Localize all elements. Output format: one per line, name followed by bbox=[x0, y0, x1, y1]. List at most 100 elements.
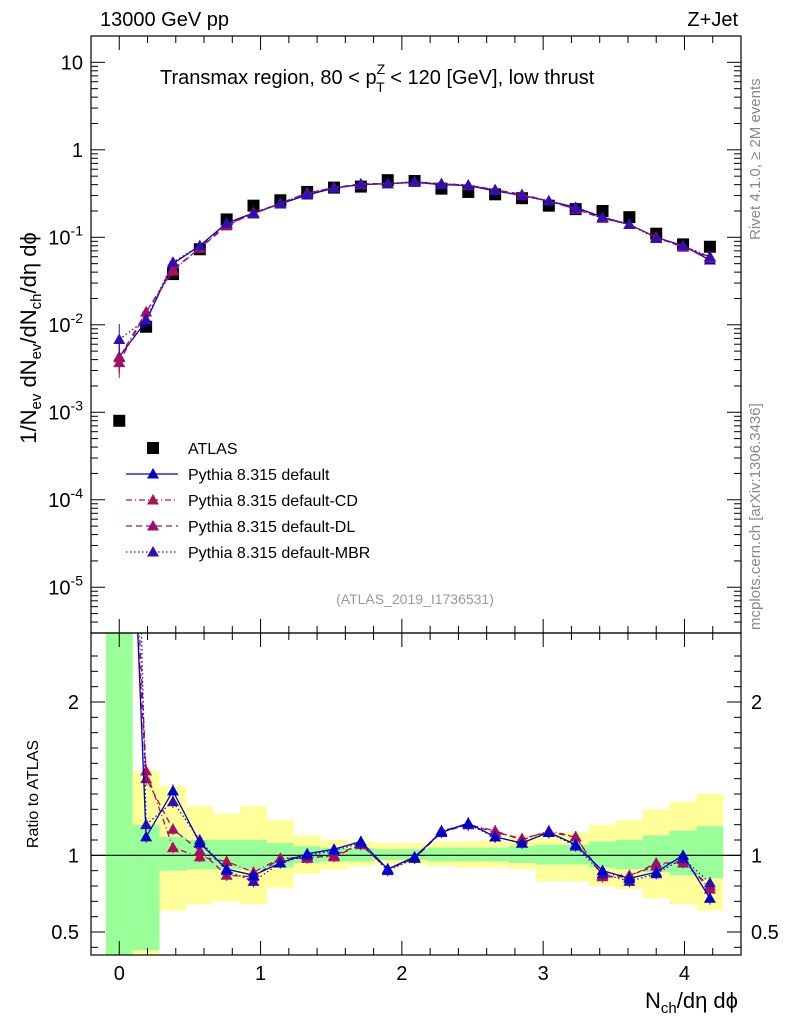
x-tick-label: 2 bbox=[396, 963, 407, 985]
ratio-data-point bbox=[354, 835, 367, 847]
ratio-data-point bbox=[113, 297, 125, 308]
ratio-plot-frame bbox=[90, 632, 742, 956]
mc-data-point bbox=[140, 306, 153, 317]
ratio-series-line bbox=[137, 633, 711, 899]
legend-marker bbox=[147, 520, 159, 531]
ratio-data-point bbox=[408, 850, 421, 862]
ratio-data-point bbox=[140, 772, 153, 784]
ratio-data-point bbox=[274, 857, 287, 868]
mc-data-point bbox=[113, 333, 126, 344]
ratio-data-point bbox=[435, 826, 448, 837]
ratio-data-point bbox=[650, 866, 663, 877]
ratio-data-point bbox=[166, 823, 179, 834]
ratio-data-point bbox=[569, 838, 582, 850]
ratio-data-point bbox=[650, 857, 663, 868]
ratio-data-point bbox=[166, 784, 179, 796]
mc-data-point bbox=[381, 177, 394, 189]
mc-data-point bbox=[462, 179, 475, 190]
mc-data-point bbox=[247, 207, 260, 219]
ratio-data-point bbox=[703, 876, 716, 888]
ratio-band-green bbox=[132, 824, 160, 951]
mc-data-point bbox=[435, 177, 448, 189]
mc-series-line bbox=[118, 181, 711, 359]
ratio-band-green bbox=[589, 841, 616, 868]
ratio-data-point bbox=[703, 892, 716, 903]
y-tick-label: 10-5 bbox=[48, 572, 83, 599]
legend-marker-atlas bbox=[147, 442, 159, 454]
mcplots-reference-label: mcplots.cern.ch [arXiv:1306.3436] bbox=[747, 403, 764, 630]
mc-data-point bbox=[542, 195, 555, 206]
mc-data-point bbox=[166, 263, 179, 274]
legend-label: Pythia 8.315 default-CD bbox=[188, 493, 358, 510]
mc-data-point bbox=[193, 239, 206, 251]
legend-marker bbox=[147, 546, 159, 557]
y-tick-label: 10 bbox=[61, 52, 83, 74]
x-axis-label: Nch/dη dϕ bbox=[645, 988, 738, 1017]
ratio-band-green bbox=[696, 826, 724, 879]
ratio-band-green bbox=[508, 846, 536, 863]
ratio-band-green bbox=[105, 633, 133, 955]
atlas-data-point bbox=[247, 199, 260, 212]
process-label: Z+Jet bbox=[687, 9, 738, 31]
ratio-y-tick-label: 2 bbox=[68, 692, 79, 714]
ratio-data-point bbox=[623, 872, 636, 883]
legend-label: Pythia 8.315 default-DL bbox=[188, 519, 355, 536]
legend-marker bbox=[147, 494, 159, 505]
mc-data-point bbox=[301, 188, 314, 199]
mc-data-point bbox=[113, 356, 126, 368]
ratio-data-point bbox=[677, 849, 690, 860]
ratio-data-point bbox=[247, 869, 260, 880]
ratio-data-point bbox=[113, 175, 125, 186]
atlas-data-point bbox=[623, 211, 636, 224]
ratio-band-green bbox=[535, 844, 563, 865]
legend-label: ATLAS bbox=[188, 441, 238, 458]
legend-label: Pythia 8.315 default-MBR bbox=[188, 545, 370, 562]
mc-data-point bbox=[220, 217, 233, 228]
mc-data-point bbox=[596, 211, 609, 222]
ratio-band-green bbox=[481, 847, 509, 862]
y-tick-label: 10-4 bbox=[48, 485, 83, 512]
atlas-data-point bbox=[596, 204, 609, 217]
ratio-data-point bbox=[193, 844, 206, 856]
mc-series-line bbox=[118, 181, 711, 340]
x-tick-label: 3 bbox=[538, 963, 549, 985]
analysis-watermark: (ATLAS_2019_I1736531) bbox=[336, 591, 494, 607]
ratio-data-point bbox=[220, 863, 233, 874]
ratio-data-point bbox=[328, 843, 341, 854]
y-tick-label: 10-1 bbox=[48, 222, 83, 249]
ratio-data-point bbox=[542, 826, 555, 837]
mc-data-point bbox=[677, 239, 690, 251]
ratio-y-tick-label: 0.5 bbox=[51, 922, 79, 944]
ratio-y-tick-label-right: 0.5 bbox=[751, 922, 779, 944]
ratio-data-point bbox=[166, 795, 179, 807]
ratio-data-point bbox=[140, 830, 153, 842]
x-tick-label: 4 bbox=[679, 963, 690, 985]
ratio-y-tick-label-right: 2 bbox=[751, 692, 762, 714]
ratio-data-point bbox=[301, 847, 314, 859]
mc-data-point bbox=[166, 256, 179, 267]
atlas-data-point bbox=[703, 240, 716, 253]
legend-label: Pythia 8.315 default bbox=[188, 467, 330, 484]
y-tick-label: 1 bbox=[72, 140, 83, 162]
ratio-band-green bbox=[374, 849, 402, 860]
main-plot-frame bbox=[90, 35, 742, 634]
ratio-data-point bbox=[381, 863, 394, 874]
x-tick-label: 1 bbox=[255, 963, 266, 985]
ratio-y-tick-label: 1 bbox=[68, 845, 79, 867]
y-tick-label: 10-3 bbox=[48, 397, 83, 424]
mc-data-point bbox=[569, 202, 582, 213]
ratio-data-point bbox=[166, 841, 179, 853]
plot-title: Transmax region, 80 < pZ T < 120 [GeV], l… bbox=[160, 61, 595, 95]
mc-data-point bbox=[623, 218, 636, 230]
mc-data-point bbox=[274, 197, 287, 208]
rivet-version-label: Rivet 4.1.0, ≥ 2M events bbox=[747, 78, 764, 240]
ratio-band-green bbox=[428, 847, 455, 862]
ratio-data-point bbox=[462, 817, 475, 828]
energy-label: 13000 GeV pp bbox=[100, 9, 229, 31]
legend: ATLAS Pythia 8.315 default Pythia 8.315 de… bbox=[126, 441, 370, 562]
ratio-data-point bbox=[193, 837, 206, 848]
y-tick-label: 10-2 bbox=[48, 310, 83, 337]
ratio-data-point bbox=[113, 205, 125, 216]
ratio-y-tick-label-right: 1 bbox=[751, 845, 762, 867]
mc-data-point bbox=[515, 189, 528, 201]
